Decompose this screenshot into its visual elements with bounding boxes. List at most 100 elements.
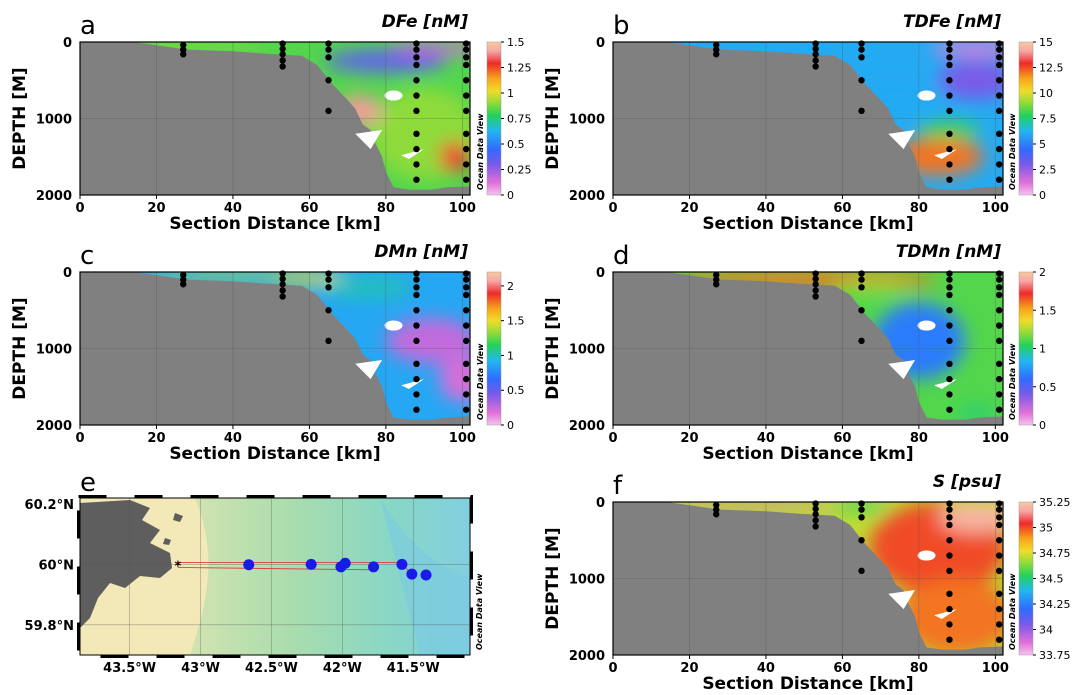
station-sample [946,145,953,153]
x-tick-label: 20 [147,201,165,216]
station-sample [413,337,420,345]
station-sample [812,57,819,64]
station-sample [413,92,420,99]
x-tick-label: 20 [680,431,698,446]
colorbar-tick-label: 1.5 [1039,304,1057,317]
station-sample [713,501,720,509]
station-sample [995,40,1003,47]
station-sample [325,46,332,53]
station-sample [995,391,1003,398]
x-tick-label: 40 [224,431,242,446]
colorbar-tick-label: 15 [1039,36,1053,49]
data-gap [888,589,916,610]
map-station [243,559,255,571]
station-sample [946,375,953,383]
map-station [339,557,351,569]
station-sample [946,360,953,367]
station-sample [946,284,953,291]
station-sample [713,41,720,49]
station-sample [995,77,1003,84]
station-sample [325,276,332,283]
x-tick-label: 60 [833,661,851,676]
colorbar [486,41,502,196]
station-sample [713,276,720,283]
station-sample [946,521,953,529]
station-sample [858,54,865,61]
station-sample [462,276,470,283]
station-sample [413,107,420,115]
field-blob [938,61,1003,100]
y-tick-label: 0 [596,36,605,51]
field [613,272,1003,425]
colorbar-tick-label: 35 [1039,522,1053,535]
y-axis-label: DEPTH [M] [543,297,563,399]
station-sample [995,107,1003,115]
panel-letter: e [80,468,96,498]
colorbar-tick-label: 7.5 [1039,113,1057,126]
station-sample [812,51,819,58]
watermark: Ocean Data View [1008,573,1017,650]
colorbar-tick-label: 1.5 [507,36,525,49]
station-sample [462,161,470,168]
station-sample [413,46,420,53]
station-sample [946,107,953,115]
station-sample [946,621,953,628]
station-sample [946,537,953,544]
station-sample [946,46,953,53]
y-tick-label: 2000 [36,419,72,434]
data-gap [917,550,936,561]
station-sample [462,291,470,299]
station-sample [462,391,470,398]
station-sample [413,307,420,314]
data-gap [384,320,403,331]
y-tick-label: 1000 [569,573,605,588]
station-sample [995,337,1003,345]
map-frame-dashes [77,495,473,658]
station-sample [995,506,1003,513]
station-sample [946,270,953,277]
station-sample [180,41,187,49]
station-sample [858,500,865,507]
station-sample [462,46,470,53]
station-sample [325,270,332,277]
station-sample [180,51,187,58]
station-sample [713,51,720,58]
station-sample [946,291,953,299]
station-sample [325,40,332,47]
data-gap [355,359,383,380]
station-sample [995,291,1003,299]
y-tick-label: 1000 [569,113,605,128]
colorbar [486,271,502,426]
station-sample [180,46,187,53]
y-tick-label: 1000 [36,343,72,358]
x-tick-label: 80 [377,201,395,216]
x-tick-label: 43°W [181,661,220,676]
station-sample [946,605,953,613]
colorbar [1018,501,1034,656]
station-sample [462,92,470,99]
colorbar-tick-label: 1 [507,349,514,362]
station-sample [812,281,819,288]
y-tick-label: 0 [596,266,605,281]
station-sample [946,307,953,314]
chart-title: DMn [nM] [374,242,468,262]
panel-letter: a [80,11,96,41]
y-axis-label: DEPTH [M] [10,67,30,169]
data-gap [888,129,916,150]
colorbar-tick-label: 0 [1039,419,1046,432]
station-sample [413,61,420,69]
station-sample [413,54,420,61]
station-sample [946,130,953,137]
station-sample [413,161,420,168]
station-sample [325,337,332,345]
station-sample [462,130,470,137]
station-sample [946,567,953,575]
station-sample [279,57,286,64]
station-sample [413,291,420,299]
station-sample [858,107,865,115]
panel-letter: b [613,11,630,41]
field-blob [385,317,470,364]
station-sample [279,287,286,294]
station-sample [858,270,865,277]
station-sample [180,276,187,283]
